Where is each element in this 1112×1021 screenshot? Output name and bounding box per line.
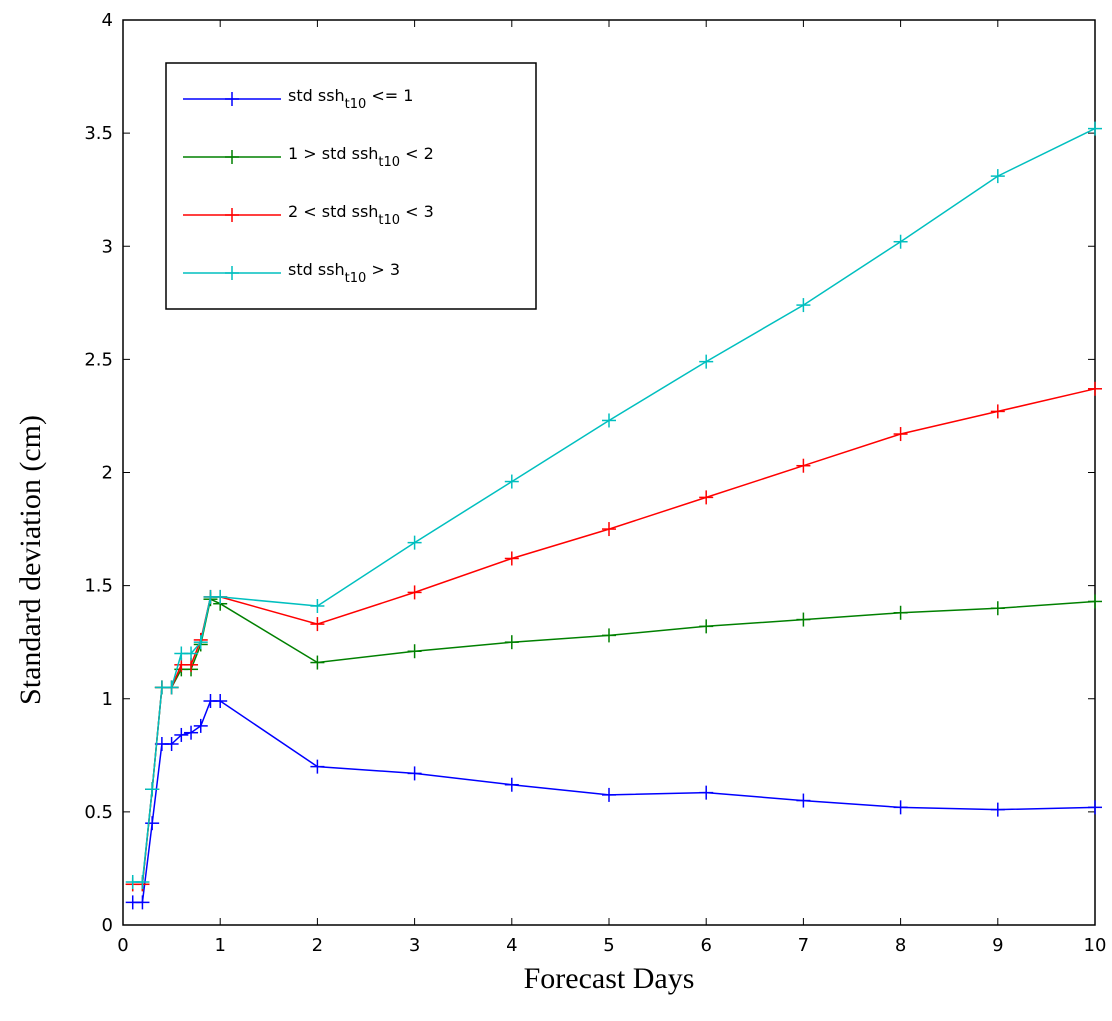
- data-point: [310, 598, 325, 613]
- data-point: [893, 427, 908, 442]
- y-tick-label: 2: [102, 463, 113, 484]
- data-point: [407, 535, 422, 550]
- data-point: [796, 458, 811, 473]
- data-point: [1088, 381, 1102, 396]
- data-point: [310, 655, 325, 670]
- y-tick-label: 3: [102, 236, 113, 257]
- x-tick-label: 9: [992, 935, 1003, 956]
- data-point: [135, 875, 150, 890]
- data-point: [407, 766, 422, 781]
- legend-item-1: std ssht10 <= 1: [183, 86, 413, 112]
- legend: std ssht10 <= 1 1 > std ssht10 < 2 2 < std…: [165, 62, 537, 310]
- data-point: [310, 759, 325, 774]
- y-tick-label: 2.5: [84, 349, 113, 370]
- legend-label: std ssht10 <= 1: [288, 86, 413, 112]
- data-point: [893, 234, 908, 249]
- x-tick-label: 6: [700, 935, 711, 956]
- data-point: [796, 298, 811, 313]
- data-point: [504, 551, 519, 566]
- data-point: [164, 737, 179, 751]
- data-point: [193, 635, 208, 650]
- x-tick-label: 0: [117, 935, 128, 956]
- data-point: [990, 802, 1005, 817]
- legend-label: std ssht10 > 3: [288, 260, 400, 286]
- axis-ticks: 0 1 2 3 4 5 6 7 8 9 10 0 0.5 1 1.5 2 2.5 3 3.5 4: [84, 10, 1106, 956]
- x-tick-label: 4: [506, 935, 517, 956]
- legend-item-2: 1 > std ssht10 < 2: [183, 144, 434, 170]
- x-tick-label: 1: [214, 935, 225, 956]
- x-tick-label: 2: [312, 935, 323, 956]
- data-point: [990, 169, 1005, 184]
- legend-label: 2 < std ssht10 < 3: [288, 202, 434, 228]
- series-4: [125, 121, 1102, 890]
- data-point: [602, 787, 616, 802]
- data-point: [699, 490, 714, 505]
- data-point: [193, 718, 208, 733]
- data-point: [164, 680, 179, 695]
- data-point: [699, 785, 714, 800]
- data-point: [699, 354, 714, 369]
- data-point: [225, 208, 239, 222]
- data-point: [213, 589, 228, 604]
- legend-item-4: std ssht10 > 3: [183, 260, 400, 286]
- data-point: [699, 619, 714, 634]
- data-point: [796, 612, 811, 627]
- legend-label: 1 > std ssht10 < 2: [288, 144, 434, 170]
- data-point: [990, 404, 1005, 419]
- data-point: [602, 522, 616, 537]
- data-point: [1088, 800, 1102, 815]
- x-tick-label: 3: [409, 935, 420, 956]
- data-point: [407, 585, 422, 600]
- legend-item-3: 2 < std ssht10 < 3: [183, 202, 434, 228]
- data-point: [407, 644, 422, 659]
- data-point: [310, 617, 325, 632]
- data-point: [184, 646, 199, 661]
- series-1: [125, 694, 1102, 910]
- data-point: [602, 413, 616, 428]
- data-point: [225, 266, 239, 280]
- legend-box: [165, 62, 537, 310]
- data-point: [174, 727, 189, 742]
- x-tick-label: 5: [603, 935, 614, 956]
- data-point: [504, 635, 519, 650]
- data-point: [602, 628, 616, 643]
- data-point: [893, 605, 908, 620]
- data-point: [893, 800, 908, 815]
- y-tick-label: 4: [102, 10, 113, 31]
- data-point: [504, 777, 519, 792]
- y-tick-label: 3.5: [84, 123, 113, 144]
- data-point: [1088, 121, 1102, 136]
- y-tick-label: 0: [102, 915, 113, 936]
- data-point: [184, 725, 199, 740]
- data-point: [225, 92, 239, 106]
- data-point: [135, 895, 150, 910]
- x-tick-label: 7: [798, 935, 809, 956]
- data-point: [796, 793, 811, 808]
- y-tick-label: 1.5: [84, 576, 113, 597]
- data-point: [225, 150, 239, 164]
- data-point: [1088, 594, 1102, 609]
- y-tick-label: 1: [102, 689, 113, 710]
- data-point: [145, 782, 160, 797]
- x-tick-label: 8: [895, 935, 906, 956]
- y-axis-label: Standard deviation (cm): [14, 415, 47, 705]
- x-axis-label: Forecast Days: [524, 962, 695, 995]
- data-point: [213, 694, 228, 709]
- series-layer: [125, 121, 1102, 910]
- y-tick-label: 0.5: [84, 802, 113, 823]
- x-tick-label: 10: [1084, 935, 1107, 956]
- data-point: [504, 474, 519, 489]
- data-point: [145, 816, 160, 831]
- data-point: [990, 601, 1005, 616]
